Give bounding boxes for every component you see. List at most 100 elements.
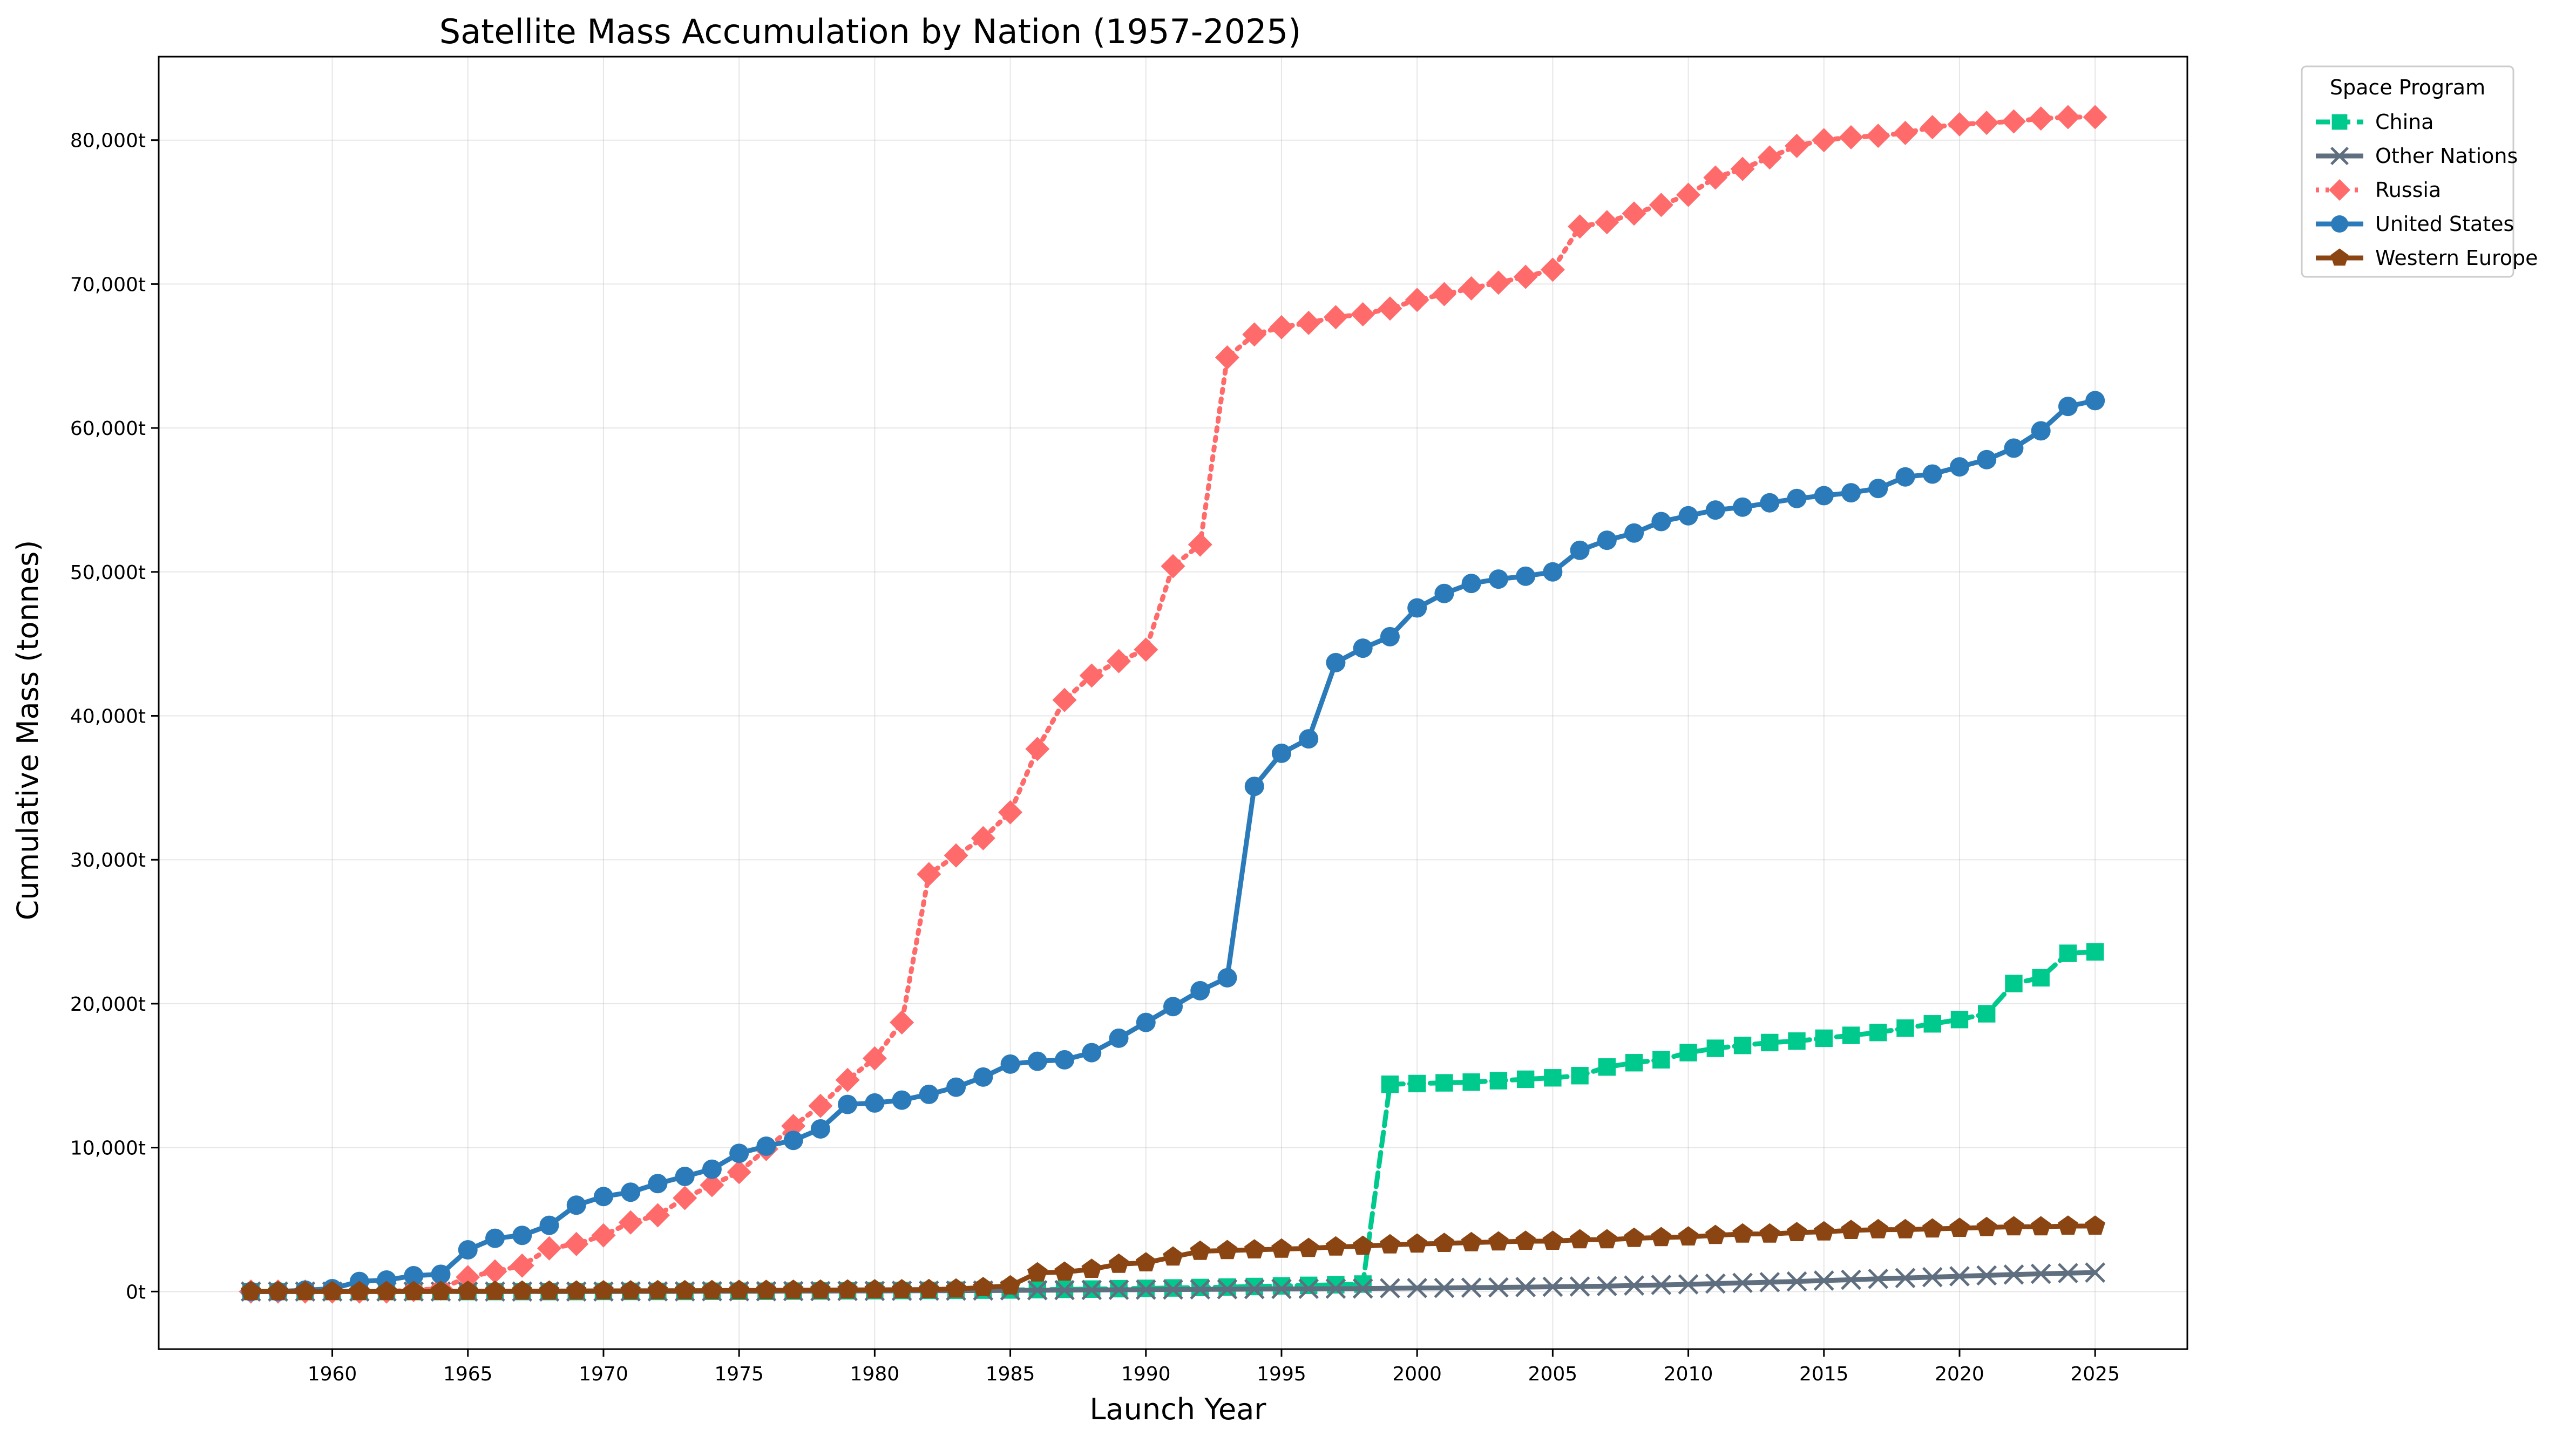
data-point (1190, 1279, 1211, 1300)
data-point (1922, 1218, 1943, 1238)
data-point (1757, 145, 1782, 170)
data-point (1949, 1266, 1970, 1287)
data-point (483, 1259, 507, 1284)
data-point (1839, 125, 1863, 149)
legend-item-china: China (2316, 110, 2434, 134)
data-point (1651, 512, 1671, 532)
data-point (1027, 1280, 1048, 1301)
data-point (1461, 1277, 1482, 1298)
data-point (1651, 1275, 1672, 1295)
data-point (838, 1094, 858, 1114)
data-point (1543, 562, 1563, 582)
series-layer (239, 105, 2107, 1304)
chart-title: Satellite Mass Accumulation by Nation (1… (439, 12, 1301, 51)
data-point (1407, 1233, 1427, 1253)
data-point (1569, 1276, 1590, 1297)
data-point (1215, 345, 1239, 370)
data-point (1949, 457, 1969, 477)
data-point (349, 1281, 370, 1301)
data-point (1107, 649, 1131, 673)
data-point (2058, 397, 2078, 417)
x-tick-label: 1990 (1121, 1363, 1171, 1385)
data-point (2056, 105, 2080, 130)
data-point (620, 1280, 641, 1299)
data-point (1217, 968, 1237, 988)
legend-label: Other Nations (2375, 144, 2518, 168)
data-point (973, 1067, 993, 1087)
data-point (539, 1280, 560, 1300)
x-tick-label: 2005 (1528, 1363, 1578, 1385)
data-point (1271, 1238, 1292, 1258)
data-point (1271, 1278, 1292, 1299)
data-point (1325, 1236, 1346, 1256)
data-point (1052, 688, 1077, 712)
data-point (1869, 1024, 1887, 1042)
data-point (1081, 1258, 1102, 1278)
data-point (430, 1281, 451, 1301)
data-point (1054, 1279, 1075, 1301)
data-point (593, 1187, 613, 1207)
data-point (1922, 1267, 1943, 1288)
data-point (2001, 109, 2026, 134)
data-point (1624, 523, 1644, 543)
data-point (1298, 1278, 1319, 1299)
data-point (404, 1265, 424, 1285)
data-point (1624, 1275, 1644, 1296)
data-point (1785, 133, 1809, 158)
data-point (1055, 1050, 1075, 1070)
data-point (539, 1215, 559, 1235)
data-point (1730, 156, 1755, 181)
data-point (1323, 305, 1348, 330)
y-tick-label: 80,000t (70, 130, 146, 152)
data-point (1813, 1270, 1834, 1291)
data-point (1705, 1273, 1726, 1294)
x-tick-label: 2020 (1935, 1363, 1984, 1385)
data-point (1462, 1073, 1480, 1091)
data-point (1163, 1279, 1183, 1300)
data-point (1732, 1272, 1753, 1294)
x-axis-title: Launch Year (1089, 1392, 1266, 1426)
data-point (2059, 944, 2077, 962)
data-point (1595, 210, 1619, 235)
data-point (2331, 114, 2348, 130)
data-point (322, 1281, 343, 1301)
data-point (1352, 1278, 1373, 1299)
data-point (1190, 981, 1210, 1000)
legend-label: United States (2375, 212, 2514, 236)
data-point (457, 1281, 478, 1300)
data-point (1893, 120, 1917, 145)
y-tick-label: 60,000t (70, 418, 146, 440)
data-point (1598, 1058, 1616, 1076)
data-point (946, 1077, 966, 1097)
data-point (1733, 1037, 1752, 1054)
data-point (2031, 421, 2051, 441)
data-point (2330, 147, 2349, 165)
data-point (1814, 486, 1834, 506)
data-point (1705, 500, 1725, 520)
data-point (591, 1223, 616, 1248)
data-point (1624, 1227, 1644, 1247)
data-point (403, 1281, 424, 1301)
data-point (1135, 1279, 1156, 1300)
data-point (1949, 1217, 1970, 1237)
legend-item-western-europe: Western Europe (2316, 246, 2538, 270)
x-tick-label: 1980 (850, 1363, 900, 1385)
data-point (431, 1264, 451, 1284)
data-point (1353, 638, 1373, 658)
data-point (1434, 583, 1454, 603)
legend-item-other-nations: Other Nations (2316, 144, 2518, 168)
data-point (1163, 1246, 1183, 1266)
data-point (2331, 215, 2348, 233)
data-point (1841, 1220, 1861, 1239)
data-point (1976, 1216, 1997, 1236)
data-point (2003, 1264, 2024, 1285)
data-point (1895, 1219, 1916, 1238)
data-point (1405, 288, 1429, 312)
data-point (1676, 182, 1701, 207)
data-point (1380, 1234, 1400, 1254)
data-point (1325, 1278, 1346, 1299)
data-point (837, 1279, 858, 1299)
y-axis-title: Cumulative Mass (tonnes) (11, 540, 45, 921)
data-point (2004, 438, 2024, 458)
